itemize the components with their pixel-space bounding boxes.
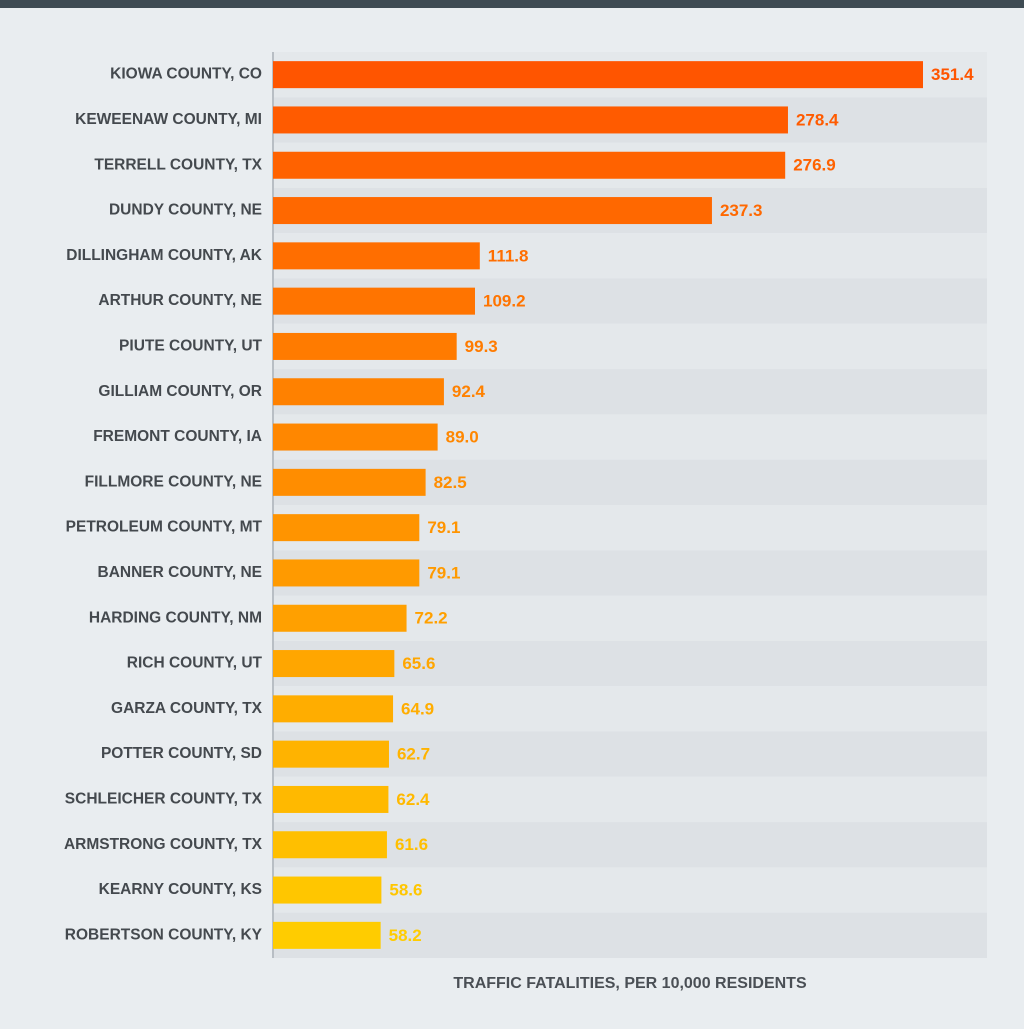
y-tick-label: KEWEENAW COUNTY, MI: [75, 111, 262, 128]
y-tick-label: BANNER COUNTY, NE: [98, 564, 262, 581]
x-axis-label: TRAFFIC FATALITIES, PER 10,000 RESIDENTS: [453, 975, 807, 992]
bar: [273, 740, 389, 768]
value-label: 72.2: [415, 609, 448, 628]
y-tick-label: RICH COUNTY, UT: [127, 655, 263, 672]
value-label: 58.2: [389, 926, 422, 945]
bar: [273, 650, 395, 678]
value-label: 89.0: [446, 428, 479, 447]
bar: [273, 921, 381, 949]
bar: [273, 106, 788, 134]
value-label: 62.4: [396, 790, 430, 809]
value-label: 99.3: [465, 337, 498, 356]
bar: [273, 559, 420, 587]
row-band: [273, 867, 987, 913]
bar: [273, 332, 457, 360]
y-tick-label: KEARNY COUNTY, KS: [99, 881, 262, 898]
row-band: [273, 731, 987, 777]
bar: [273, 876, 382, 904]
y-tick-label: GARZA COUNTY, TX: [111, 700, 263, 717]
bar: [273, 695, 394, 723]
bar: [273, 61, 923, 89]
y-tick-label: PETROLEUM COUNTY, MT: [66, 519, 263, 536]
bar: [273, 242, 480, 270]
y-tick-label: GILLIAM COUNTY, OR: [98, 383, 262, 400]
value-label: 237.3: [720, 201, 763, 220]
y-tick-label: ROBERTSON COUNTY, KY: [65, 926, 263, 943]
value-label: 61.6: [395, 835, 428, 854]
bar: [273, 151, 786, 179]
row-band: [273, 912, 987, 958]
value-label: 64.9: [401, 699, 434, 718]
bar: [273, 785, 389, 813]
bar: [273, 423, 438, 451]
bar: [273, 604, 407, 632]
y-tick-label: DUNDY COUNTY, NE: [109, 202, 262, 219]
value-label: 111.8: [488, 246, 529, 265]
y-tick-label: TERRELL COUNTY, TX: [94, 156, 262, 173]
value-label: 79.1: [427, 563, 460, 582]
y-tick-label: DILLINGHAM COUNTY, AK: [66, 247, 263, 264]
value-label: 278.4: [796, 110, 839, 129]
y-tick-label: KIOWA COUNTY, CO: [110, 66, 262, 83]
value-label: 109.2: [483, 292, 526, 311]
bar: [273, 468, 426, 496]
y-tick-label: ARMSTRONG COUNTY, TX: [64, 836, 263, 853]
bar: [273, 197, 712, 225]
header-strip: [0, 0, 1024, 8]
value-label: 62.7: [397, 745, 430, 764]
y-tick-label: ARTHUR COUNTY, NE: [98, 292, 262, 309]
y-tick-label: POTTER COUNTY, SD: [101, 745, 262, 762]
y-tick-label: FILLMORE COUNTY, NE: [85, 473, 262, 490]
bar: [273, 514, 420, 542]
row-band: [273, 776, 987, 823]
y-tick-label: PIUTE COUNTY, UT: [119, 338, 262, 355]
value-label: 351.4: [931, 65, 974, 84]
y-tick-label: SCHLEICHER COUNTY, TX: [65, 791, 263, 808]
value-label: 276.9: [793, 156, 836, 175]
value-label: 58.6: [389, 881, 422, 900]
bar: [273, 378, 444, 406]
row-band: [273, 822, 987, 868]
y-tick-label: FREMONT COUNTY, IA: [93, 428, 262, 445]
y-tick-label: HARDING COUNTY, NM: [89, 609, 262, 626]
value-label: 82.5: [434, 473, 467, 492]
value-label: 79.1: [427, 518, 460, 537]
value-label: 92.4: [452, 382, 486, 401]
bar: [273, 287, 475, 315]
value-label: 65.6: [402, 654, 435, 673]
bar: [273, 831, 387, 859]
